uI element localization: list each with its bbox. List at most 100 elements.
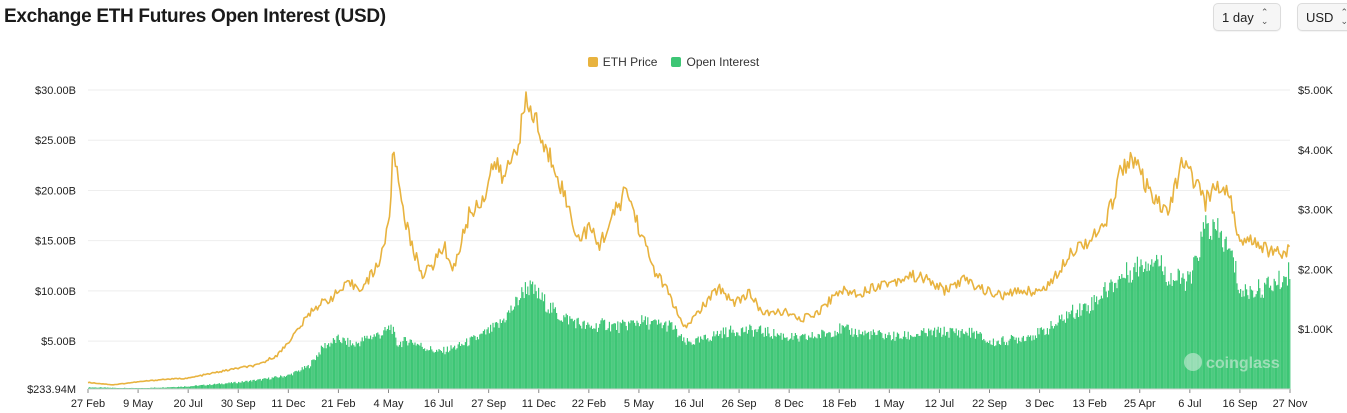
open-interest-bar	[1184, 290, 1186, 389]
open-interest-bar	[386, 328, 388, 389]
open-interest-bar	[798, 341, 800, 389]
open-interest-bar	[214, 383, 216, 389]
open-interest-bar	[871, 335, 873, 389]
open-interest-bar	[229, 383, 231, 389]
open-interest-bar	[217, 383, 219, 389]
legend-item-eth-price[interactable]: ETH Price	[587, 55, 657, 69]
open-interest-bar	[858, 329, 860, 389]
open-interest-bar	[1164, 266, 1166, 389]
open-interest-bar	[1121, 274, 1123, 389]
open-interest-bar	[372, 337, 374, 389]
open-interest-bar	[959, 337, 961, 389]
open-interest-bar	[578, 324, 580, 389]
open-interest-bar	[220, 384, 222, 389]
open-interest-bar	[887, 335, 889, 389]
open-interest-bar	[947, 331, 949, 389]
open-interest-bar	[703, 335, 705, 389]
open-interest-bar	[1260, 297, 1262, 389]
open-interest-bar	[383, 330, 385, 389]
open-interest-bar	[520, 298, 522, 389]
open-interest-bar	[808, 335, 810, 389]
open-interest-bar	[230, 382, 232, 389]
open-interest-bar	[281, 376, 283, 389]
open-interest-bar	[566, 315, 568, 389]
open-interest-bar	[259, 378, 261, 389]
open-interest-bar	[347, 337, 349, 389]
open-interest-bar	[616, 329, 618, 389]
open-interest-bar	[967, 335, 969, 389]
open-interest-bar	[1144, 268, 1146, 389]
open-interest-bar	[422, 349, 424, 389]
open-interest-bar	[1188, 274, 1190, 389]
open-interest-bar	[670, 322, 672, 389]
open-interest-bar	[689, 341, 691, 389]
open-interest-bar	[594, 328, 596, 389]
open-interest-bar	[688, 341, 690, 389]
open-interest-bar	[1015, 337, 1017, 389]
open-interest-bar	[1276, 285, 1278, 389]
open-interest-bar	[254, 380, 256, 389]
open-interest-bar	[263, 378, 265, 389]
open-interest-bar	[817, 333, 819, 389]
open-interest-bar	[515, 296, 517, 389]
open-interest-bar	[769, 337, 771, 389]
open-interest-bar	[1267, 276, 1269, 389]
open-interest-bar	[494, 322, 496, 389]
open-interest-bar	[379, 338, 381, 389]
open-interest-bar	[484, 329, 486, 389]
open-interest-bar	[426, 349, 428, 389]
open-interest-bar	[846, 324, 848, 389]
open-interest-bar	[446, 346, 448, 389]
open-interest-bar	[1096, 296, 1098, 389]
open-interest-bar	[952, 328, 954, 389]
open-interest-bar	[421, 346, 423, 389]
open-interest-bar	[476, 336, 478, 389]
open-interest-bar	[929, 330, 931, 389]
open-interest-bar	[1141, 265, 1143, 389]
open-interest-bar	[499, 319, 501, 389]
open-interest-bar	[611, 324, 613, 389]
open-interest-bar	[799, 336, 801, 389]
open-interest-bar	[215, 384, 217, 389]
x-axis-tick-label: 12 Jul	[925, 398, 954, 410]
open-interest-bar	[521, 287, 523, 389]
open-interest-bar	[1213, 221, 1215, 389]
legend-item-open-interest[interactable]: Open Interest	[671, 55, 759, 69]
open-interest-bar	[1082, 304, 1084, 389]
open-interest-bar	[1108, 290, 1110, 389]
open-interest-bar	[685, 344, 687, 389]
open-interest-bar	[448, 352, 450, 389]
open-interest-bar	[558, 319, 560, 389]
open-interest-bar	[266, 378, 268, 389]
open-interest-bar	[535, 291, 537, 389]
open-interest-bar	[943, 326, 945, 389]
open-interest-bar	[1040, 327, 1042, 389]
right-axis-tick-label: $5.00K	[1298, 85, 1334, 97]
open-interest-bar	[913, 336, 915, 389]
open-interest-bar	[132, 387, 134, 389]
open-interest-bar	[907, 331, 909, 389]
open-interest-bar	[1286, 285, 1288, 389]
open-interest-bar	[1031, 340, 1033, 389]
open-interest-bar	[456, 348, 458, 389]
open-interest-bar	[238, 381, 240, 389]
open-interest-bar	[552, 302, 554, 389]
open-interest-bar	[436, 349, 438, 389]
open-interest-bar	[298, 370, 300, 389]
open-interest-bar	[1060, 319, 1062, 389]
open-interest-bar	[551, 312, 553, 389]
open-interest-bar	[634, 322, 636, 389]
open-interest-bar	[434, 351, 436, 389]
open-interest-bar	[1182, 273, 1184, 389]
open-interest-bar	[497, 323, 499, 389]
open-interest-bar	[1022, 335, 1024, 389]
x-axis-tick-label: 16 Jul	[424, 398, 453, 410]
interval-select[interactable]: 1 day ⌃ ⌄	[1213, 3, 1281, 31]
open-interest-bar	[289, 374, 291, 389]
open-interest-bar	[623, 321, 625, 389]
currency-select[interactable]: USD ⌃ ⌄	[1297, 3, 1347, 31]
open-interest-bar	[1057, 322, 1059, 389]
open-interest-bar	[700, 336, 702, 389]
open-interest-bar	[380, 335, 382, 389]
